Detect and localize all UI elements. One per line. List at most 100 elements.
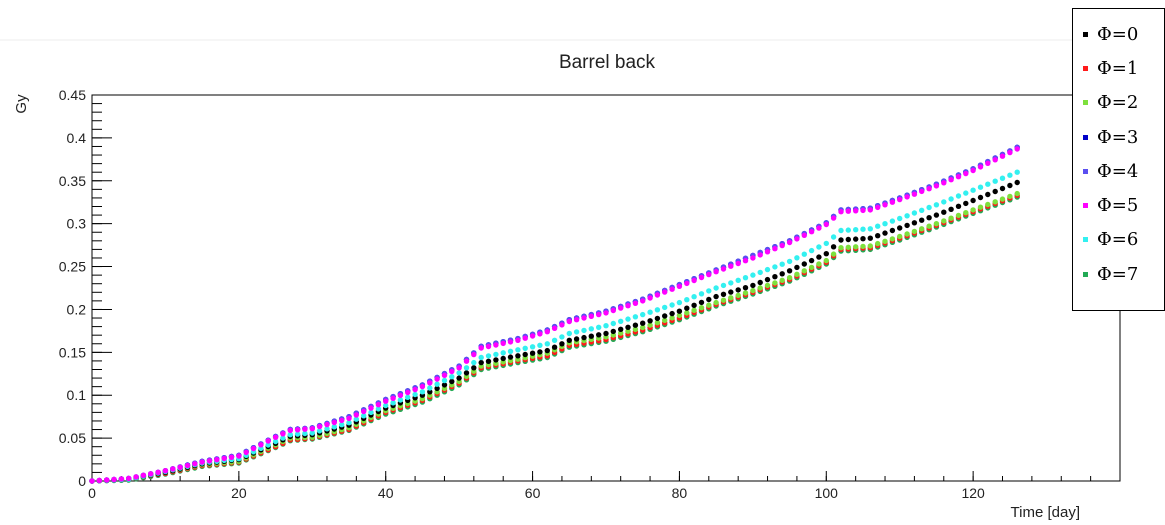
data-point <box>1007 172 1013 178</box>
data-point <box>537 342 543 348</box>
data-point <box>353 416 359 422</box>
legend-marker-icon <box>1083 203 1088 209</box>
data-point <box>419 389 426 395</box>
data-point <box>875 233 881 239</box>
data-point <box>478 354 484 361</box>
data-point <box>390 395 396 401</box>
data-point <box>823 240 829 247</box>
data-point <box>618 326 624 332</box>
data-point <box>816 261 822 267</box>
data-point <box>463 370 470 376</box>
data-point <box>537 349 543 355</box>
data-point <box>948 215 954 221</box>
data-point <box>654 320 661 326</box>
data-point <box>463 358 470 364</box>
data-point <box>405 389 411 396</box>
data-point <box>640 298 646 304</box>
y-tick-label: 0.4 <box>67 130 87 146</box>
data-point <box>559 341 565 347</box>
y-tick-label: 0.25 <box>59 259 86 275</box>
data-point <box>801 268 807 274</box>
data-point <box>155 469 161 475</box>
data-point <box>977 184 984 190</box>
data-point <box>632 326 639 332</box>
data-point <box>588 333 594 339</box>
data-point <box>764 276 771 283</box>
data-point <box>397 392 404 399</box>
data-point <box>228 454 235 460</box>
data-point <box>684 297 690 303</box>
data-point <box>853 227 859 233</box>
data-point <box>808 229 815 235</box>
data-point <box>838 227 844 234</box>
data-point <box>735 277 741 283</box>
data-point <box>794 271 800 277</box>
legend-label: Φ=5 <box>1097 195 1139 217</box>
data-point <box>889 227 896 234</box>
data-point <box>500 355 506 362</box>
data-point <box>625 328 631 334</box>
data-point <box>676 283 683 289</box>
data-point <box>566 318 572 325</box>
data-point <box>427 389 433 395</box>
x-tick-label: 60 <box>525 485 541 501</box>
data-point <box>1007 193 1013 200</box>
data-point <box>801 251 807 257</box>
data-point <box>669 302 675 308</box>
data-point <box>794 236 800 242</box>
data-point <box>662 289 668 295</box>
data-point <box>926 186 932 192</box>
data-point <box>728 289 734 295</box>
data-point <box>985 181 991 187</box>
data-point <box>794 255 800 261</box>
data-point <box>170 466 176 472</box>
data-point <box>977 204 984 210</box>
data-point <box>786 239 793 246</box>
data-point <box>845 227 851 233</box>
data-point <box>904 194 910 200</box>
data-point <box>933 212 940 218</box>
data-point <box>471 351 477 358</box>
data-point <box>654 315 661 322</box>
data-point <box>324 426 330 432</box>
data-point <box>302 430 308 437</box>
data-point <box>955 193 962 199</box>
data-point <box>441 372 448 378</box>
data-point <box>610 328 616 335</box>
data-point <box>742 275 749 281</box>
data-point <box>412 386 418 393</box>
legend-label: Φ=3 <box>1097 126 1139 148</box>
data-point <box>706 271 712 278</box>
data-point <box>662 304 668 311</box>
data-point <box>772 264 778 270</box>
data-point <box>867 207 873 213</box>
data-point <box>111 476 117 483</box>
data-point <box>434 385 440 392</box>
data-point <box>272 438 279 445</box>
data-point <box>515 353 521 359</box>
data-point <box>500 340 506 347</box>
data-point <box>823 251 829 257</box>
data-point <box>669 315 675 321</box>
data-point <box>294 431 301 437</box>
data-point <box>184 462 191 469</box>
data-point <box>522 335 528 341</box>
data-point <box>757 252 763 258</box>
data-point <box>911 210 918 216</box>
data-point <box>434 381 440 387</box>
data-point <box>529 344 536 350</box>
data-point <box>478 359 484 366</box>
data-point <box>353 412 359 418</box>
x-tick-label: 40 <box>378 485 394 501</box>
data-point <box>698 274 705 281</box>
data-point <box>808 247 815 254</box>
data-point <box>559 322 565 328</box>
data-point <box>970 187 976 193</box>
data-point <box>632 322 639 328</box>
data-point <box>265 442 271 448</box>
data-point <box>919 217 925 223</box>
data-point <box>970 167 976 174</box>
data-point <box>309 426 315 432</box>
series-0 <box>89 179 1020 484</box>
data-point <box>214 457 220 463</box>
